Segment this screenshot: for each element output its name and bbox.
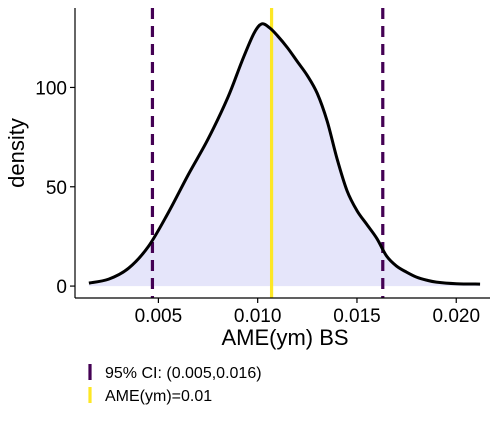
x-tick-label: 0.015: [333, 306, 381, 327]
x-tick-label: 0.005: [135, 306, 183, 327]
density-fill-area: [88, 23, 481, 287]
y-tick-label: 0: [56, 277, 67, 298]
x-axis-ticks: 0.005 0.010 0.015 0.020: [135, 298, 480, 327]
density-curve: [88, 22, 481, 286]
y-axis-title: density: [4, 118, 29, 188]
y-tick-label: 50: [46, 178, 67, 199]
x-tick-label: 0.020: [432, 306, 480, 327]
legend-label: 95% CI: (0.005,0.016): [105, 365, 262, 382]
plot-area: [88, 8, 481, 298]
legend: 95% CI: (0.005,0.016) AME(ym)=0.01: [88, 364, 262, 405]
x-axis-title: AME(ym) BS: [221, 325, 348, 350]
x-tick-label: 0.010: [234, 306, 282, 327]
y-axis-ticks: 0 50 100: [35, 78, 75, 298]
legend-label: AME(ym)=0.01: [105, 388, 212, 405]
y-tick-label: 100: [35, 78, 67, 99]
